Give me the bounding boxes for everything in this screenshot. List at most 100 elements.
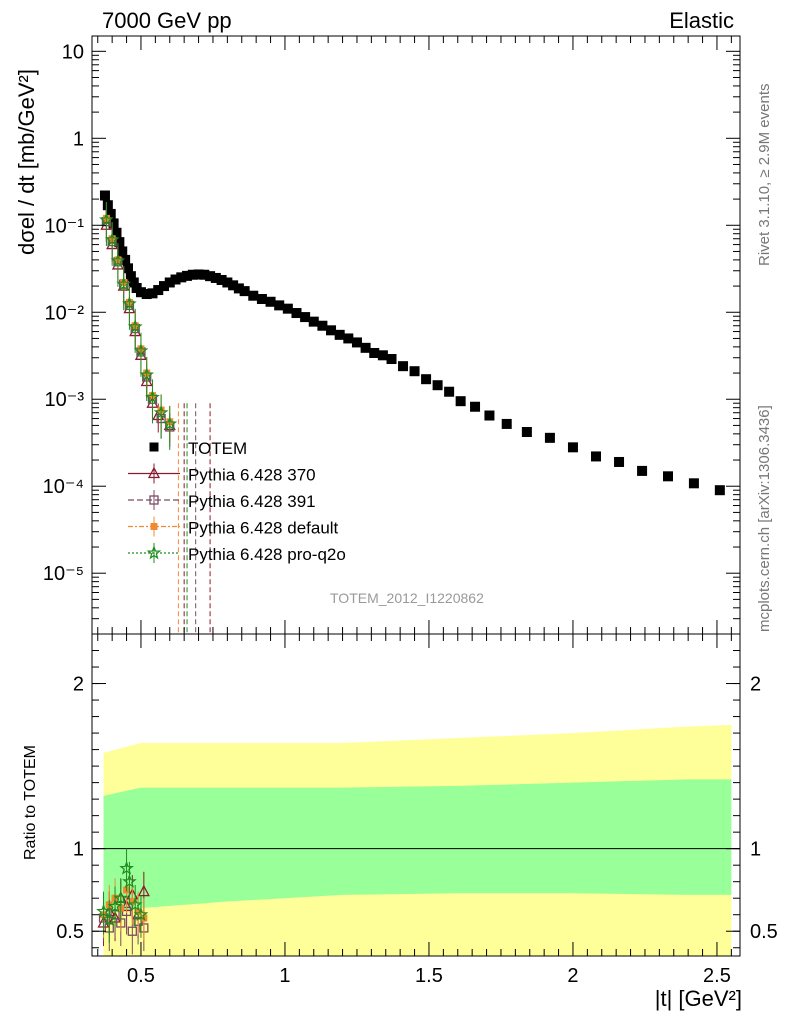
- totem-point: [114, 237, 125, 248]
- y-tick-label: 10⁻³: [45, 389, 85, 411]
- totem-point: [239, 286, 250, 297]
- ratio-panel-ticks: 0.5 0.5 1 1 2 2 0.5 1 1.5 2 2.5: [56, 634, 778, 987]
- legend-marker: [150, 523, 158, 530]
- header-right-label: Elastic: [669, 8, 734, 33]
- mc-point: [104, 232, 120, 247]
- totem-point: [210, 272, 221, 283]
- totem-point: [398, 361, 409, 372]
- ratio-panel-frame: [91, 633, 741, 957]
- ratio-point: [113, 890, 129, 905]
- ratio-point: [96, 903, 111, 918]
- analysis-watermark: TOTEM_2012_I1220862: [330, 590, 484, 606]
- totem-point: [688, 478, 699, 489]
- totem-point: [521, 427, 532, 438]
- ratio-panel-markers: [96, 848, 150, 955]
- mc-point: [139, 367, 155, 382]
- totem-point: [351, 337, 362, 348]
- mc-point: [127, 319, 143, 334]
- totem-point: [265, 296, 276, 307]
- ratio-point: [119, 860, 134, 875]
- totem-point: [164, 277, 175, 288]
- totem-point: [591, 451, 601, 462]
- mc-point: [99, 212, 114, 227]
- ratio-y-tick-label: 0.5: [56, 921, 84, 943]
- ratio-point: [122, 873, 137, 888]
- totem-point: [386, 354, 397, 365]
- totem-point: [484, 410, 495, 421]
- totem-point: [141, 289, 152, 300]
- mc-point: [122, 296, 137, 311]
- totem-point: [135, 287, 146, 298]
- y-tick-label: 10: [62, 41, 84, 63]
- main-y-axis-label: dσel / dt [mb/GeV²]: [14, 69, 39, 255]
- totem-point: [308, 316, 319, 327]
- totem-point: [544, 432, 555, 443]
- totem-point: [663, 471, 673, 482]
- totem-point: [153, 285, 164, 296]
- x-tick-label: 1.5: [415, 965, 443, 987]
- totem-point: [714, 485, 725, 496]
- totem-point: [421, 374, 432, 385]
- ratio-point: [128, 898, 136, 906]
- ratio-y-axis-label: Ratio to TOTEM: [22, 745, 39, 860]
- totem-point: [637, 465, 648, 476]
- ratio-point: [127, 897, 143, 912]
- ratio-y-tick-label: 2: [73, 674, 84, 696]
- totem-point: [432, 380, 443, 391]
- x-tick-label: 2: [567, 965, 578, 987]
- totem-point: [199, 269, 210, 280]
- x-axis-label: |t| [GeV²]: [654, 986, 742, 1011]
- ratio-y-tick-label-right: 1: [750, 839, 761, 861]
- mc-point: [153, 404, 169, 420]
- ratio-point: [137, 884, 150, 897]
- totem-point: [274, 300, 285, 311]
- totem-point: [614, 456, 625, 467]
- totem-point: [360, 342, 371, 353]
- legend: TOTEM Pythia 6.428 370 Pythia 6.428 391 Pyt…: [128, 439, 346, 564]
- legend-marker: [147, 466, 161, 479]
- ratio-y-tick-label: 1: [73, 839, 84, 861]
- y-tick-label: 10⁻⁵: [43, 563, 84, 585]
- mc-point: [162, 416, 178, 431]
- totem-point: [228, 280, 239, 291]
- mc-point: [133, 343, 149, 358]
- totem-point: [470, 401, 481, 412]
- totem-point: [248, 290, 259, 301]
- totem-point: [125, 271, 136, 282]
- legend-marker: [149, 495, 159, 505]
- totem-point: [105, 208, 116, 219]
- totem-point: [369, 348, 380, 359]
- totem-point: [256, 294, 267, 305]
- totem-point: [282, 303, 293, 314]
- totem-point: [193, 269, 204, 280]
- totem-point: [300, 312, 311, 323]
- totem-point: [501, 418, 512, 429]
- totem-point: [117, 246, 128, 257]
- totem-point: [99, 190, 110, 201]
- legend-label: Pythia 6.428 370: [188, 466, 316, 485]
- totem-point: [567, 442, 578, 453]
- legend-label: Pythia 6.428 391: [188, 492, 316, 511]
- totem-point: [170, 274, 181, 285]
- legend-marker: [146, 545, 162, 560]
- totem-point: [205, 271, 216, 282]
- mc-point: [116, 276, 132, 291]
- legend-label: Pythia 6.428 default: [188, 519, 339, 538]
- mc-point: [110, 253, 126, 268]
- totem-point: [233, 283, 244, 294]
- ratio-point: [101, 911, 117, 926]
- totem-point: [216, 274, 227, 285]
- totem-point: [128, 277, 139, 288]
- x-tick-label: 0.5: [127, 965, 155, 987]
- mcplots-label: mcplots.cern.ch [arXiv:1306.3436]: [756, 405, 773, 632]
- totem-point: [334, 329, 345, 340]
- y-tick-label: 10⁻⁴: [43, 476, 84, 498]
- totem-point: [108, 218, 119, 229]
- totem-point: [222, 277, 233, 288]
- legend-label: TOTEM: [188, 439, 247, 458]
- y-tick-label: 1: [73, 128, 84, 150]
- totem-point: [182, 270, 193, 281]
- totem-point: [326, 325, 337, 336]
- ratio-y-tick-label-right: 2: [750, 674, 761, 696]
- totem-point: [147, 288, 158, 299]
